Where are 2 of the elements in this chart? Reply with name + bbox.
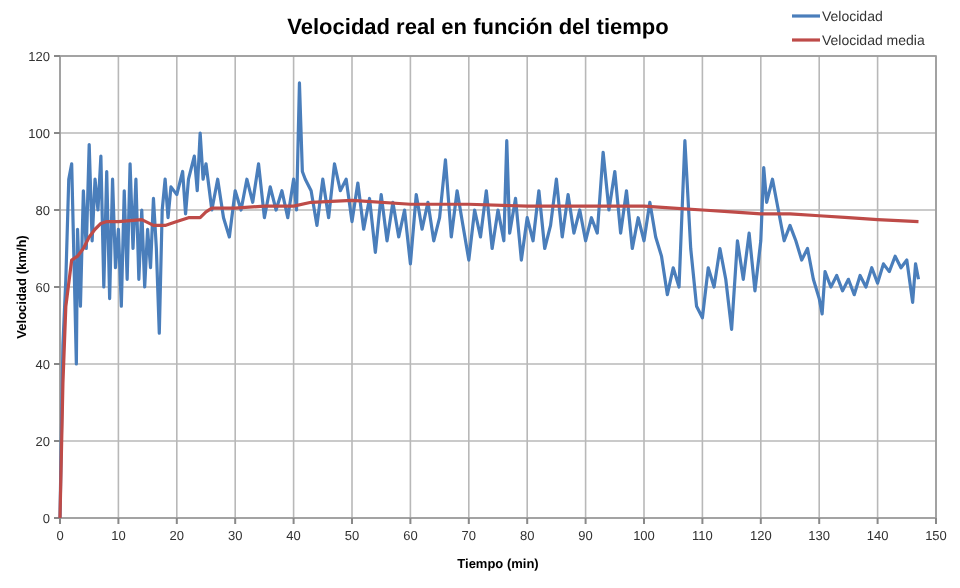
line-series — [58, 198, 921, 520]
chart-title: Velocidad real en función del tiempo — [287, 16, 670, 40]
